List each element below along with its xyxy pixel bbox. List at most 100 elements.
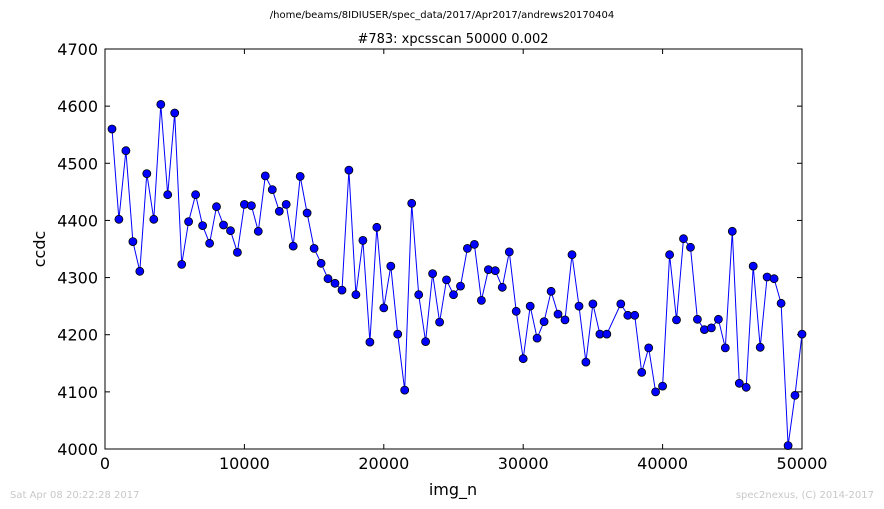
data-point	[135, 266, 145, 276]
y-tick-label: 4600	[57, 97, 98, 116]
data-point	[469, 239, 479, 249]
data-point	[518, 354, 528, 364]
data-point	[504, 247, 514, 257]
data-point	[790, 390, 800, 400]
data-point	[658, 381, 667, 391]
data-point	[372, 222, 382, 232]
data-point	[414, 290, 424, 300]
y-tick-label: 4500	[57, 154, 98, 173]
plot-area: 0 10000 20000 30000 40000 50000 4000 4100 4200 43…	[57, 40, 827, 473]
data-point	[567, 250, 577, 260]
data-point	[323, 274, 333, 284]
data-point	[198, 221, 208, 231]
data-point	[407, 198, 417, 208]
data-point	[386, 261, 396, 271]
data-point	[358, 235, 368, 245]
data-point	[302, 208, 312, 218]
data-point	[163, 190, 173, 200]
data-point	[720, 343, 730, 353]
data-point	[205, 238, 215, 248]
data-point	[714, 314, 723, 324]
data-point	[497, 282, 507, 292]
data-point	[769, 274, 779, 284]
data-point	[588, 299, 598, 309]
data-point	[344, 165, 354, 175]
data-point	[748, 261, 758, 271]
footer-timestamp: Sat Apr 08 20:22:28 2017	[10, 490, 140, 501]
data-point	[602, 329, 612, 339]
data-point	[267, 185, 277, 195]
data-point	[351, 290, 361, 300]
data-point	[121, 146, 131, 156]
data-point	[281, 199, 291, 209]
data-point	[532, 333, 542, 343]
y-tick-label: 4400	[57, 211, 98, 230]
plot-frame	[104, 48, 803, 450]
data-point	[170, 108, 180, 118]
data-point	[393, 329, 403, 339]
data-point	[679, 234, 688, 244]
data-point	[462, 243, 472, 253]
footer-credit: spec2nexus, (C) 2014-2017	[736, 490, 874, 501]
x-tick-label: 40000	[637, 454, 688, 473]
data-point	[755, 342, 765, 352]
data-point	[741, 382, 751, 392]
data-point	[156, 100, 166, 109]
data-point	[142, 169, 152, 179]
x-tick-label: 30000	[498, 454, 549, 473]
data-point	[274, 206, 284, 216]
data-point	[707, 323, 716, 333]
data-point	[490, 266, 500, 276]
data-point	[428, 269, 438, 279]
data-point	[330, 278, 340, 288]
data-point	[574, 301, 584, 311]
data-point	[128, 237, 138, 247]
data-point	[400, 385, 410, 395]
data-point	[316, 258, 326, 268]
data-point	[665, 250, 674, 260]
data-point	[630, 310, 640, 320]
file-path-header: /home/beams/8IDIUSER/spec_data/2017/Apr2…	[270, 10, 614, 21]
y-tick-label: 4100	[57, 383, 98, 402]
data-point	[191, 190, 201, 200]
data-point	[295, 171, 305, 181]
data-point	[184, 217, 194, 227]
y-tick-label: 4200	[57, 326, 98, 345]
series-line	[111, 104, 803, 446]
data-point	[365, 337, 375, 347]
data-point	[672, 315, 681, 325]
data-point	[651, 387, 660, 397]
chart-title: #783: xpcsscan 50000 0.002	[357, 32, 548, 47]
data-point	[539, 317, 549, 327]
data-point	[219, 220, 228, 230]
y-tick-label: 4000	[57, 440, 98, 459]
data-point	[212, 202, 221, 212]
data-point	[114, 214, 124, 224]
data-point	[693, 314, 702, 324]
x-tick-label: 20000	[358, 454, 409, 473]
data-point	[616, 299, 626, 309]
data-point	[456, 281, 465, 291]
data-point	[260, 171, 270, 181]
data-point	[734, 378, 744, 388]
data-point	[253, 226, 263, 236]
x-axis-label: img_n	[429, 480, 477, 500]
data-point	[727, 226, 737, 236]
data-point	[309, 243, 319, 253]
data-point	[511, 306, 521, 316]
data-point	[149, 214, 159, 224]
data-point	[637, 367, 647, 377]
data-point	[442, 275, 451, 285]
data-point	[288, 241, 298, 251]
data-point	[177, 259, 187, 269]
data-point	[797, 329, 807, 339]
data-point	[107, 124, 117, 134]
data-point	[783, 441, 793, 451]
data-point	[435, 317, 445, 327]
data-point	[226, 226, 235, 236]
x-tick-label: 0	[100, 454, 110, 473]
data-point	[581, 357, 591, 367]
y-tick-label: 4700	[57, 40, 98, 59]
x-tick-label: 50000	[777, 454, 828, 473]
